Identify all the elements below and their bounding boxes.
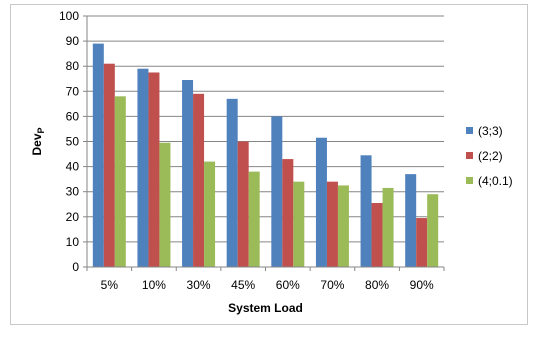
bar-(2;2) bbox=[282, 159, 293, 267]
y-tick-label: 70 bbox=[66, 84, 80, 98]
x-tick-label: 90% bbox=[410, 278, 434, 292]
legend-swatch bbox=[466, 127, 473, 134]
bar-(2;2) bbox=[148, 72, 159, 267]
bar-(2;2) bbox=[327, 182, 338, 267]
x-tick-label: 45% bbox=[231, 278, 255, 292]
bar-(4;0.1) bbox=[338, 185, 349, 267]
y-tick-label: 0 bbox=[72, 260, 79, 274]
legend: (3;3) (2;2) (4;0.1) bbox=[466, 124, 513, 188]
bar-(4;0.1) bbox=[383, 188, 394, 267]
bar-(4;0.1) bbox=[293, 182, 304, 267]
bar-(2;2) bbox=[193, 94, 204, 267]
x-axis-ticks: 5% 10% 30% 45% 60% 70% 80% 90% bbox=[87, 267, 444, 292]
y-axis-title-subscript: P bbox=[36, 127, 46, 133]
y-axis-ticks: 0 10 20 30 40 50 60 70 80 90 100 bbox=[59, 9, 87, 274]
legend-swatch bbox=[466, 152, 473, 159]
y-tick-label: 20 bbox=[66, 210, 80, 224]
bar-(4;0.1) bbox=[249, 172, 260, 267]
bar-(2;2) bbox=[104, 64, 115, 267]
y-tick-label: 80 bbox=[66, 59, 80, 73]
bar-(2;2) bbox=[372, 203, 383, 267]
bar-(3;3) bbox=[271, 116, 282, 267]
bar-(3;3) bbox=[361, 155, 372, 267]
legend-swatch bbox=[466, 177, 473, 184]
chart-frame: 0 10 20 30 40 50 60 70 80 90 100 5% 10% 30% 45% 60% 70%… bbox=[10, 4, 528, 325]
legend-label: (2;2) bbox=[478, 149, 503, 163]
x-tick-label: 80% bbox=[365, 278, 389, 292]
bar-(3;3) bbox=[316, 138, 327, 267]
legend-label: (4;0.1) bbox=[478, 174, 513, 188]
bar-(4;0.1) bbox=[159, 143, 170, 267]
bar-(3;3) bbox=[227, 99, 238, 267]
x-axis-title: System Load bbox=[228, 301, 303, 315]
x-tick-label: 30% bbox=[187, 278, 211, 292]
bar-(4;0.1) bbox=[204, 162, 215, 267]
bar-(3;3) bbox=[405, 174, 416, 267]
x-tick-label: 5% bbox=[101, 278, 119, 292]
bars bbox=[93, 44, 438, 267]
bar-(2;2) bbox=[416, 218, 427, 267]
y-tick-label: 60 bbox=[66, 109, 80, 123]
bar-(4;0.1) bbox=[115, 96, 126, 267]
y-axis-title: DevP bbox=[30, 127, 46, 155]
bar-(4;0.1) bbox=[427, 194, 438, 267]
y-tick-label: 100 bbox=[59, 9, 79, 23]
x-tick-label: 10% bbox=[142, 278, 166, 292]
x-tick-label: 60% bbox=[276, 278, 300, 292]
y-tick-label: 10 bbox=[66, 235, 80, 249]
y-axis-title-main: Dev bbox=[30, 133, 44, 155]
y-tick-label: 90 bbox=[66, 34, 80, 48]
x-tick-label: 70% bbox=[320, 278, 344, 292]
y-tick-label: 50 bbox=[66, 135, 80, 149]
bar-(3;3) bbox=[182, 80, 193, 267]
y-tick-label: 30 bbox=[66, 185, 80, 199]
bar-(3;3) bbox=[137, 69, 148, 267]
y-tick-label: 40 bbox=[66, 160, 80, 174]
bar-chart: 0 10 20 30 40 50 60 70 80 90 100 5% 10% 30% 45% 60% 70%… bbox=[11, 5, 527, 324]
legend-label: (3;3) bbox=[478, 124, 503, 138]
bar-(2;2) bbox=[238, 142, 249, 268]
bar-(3;3) bbox=[93, 44, 104, 267]
